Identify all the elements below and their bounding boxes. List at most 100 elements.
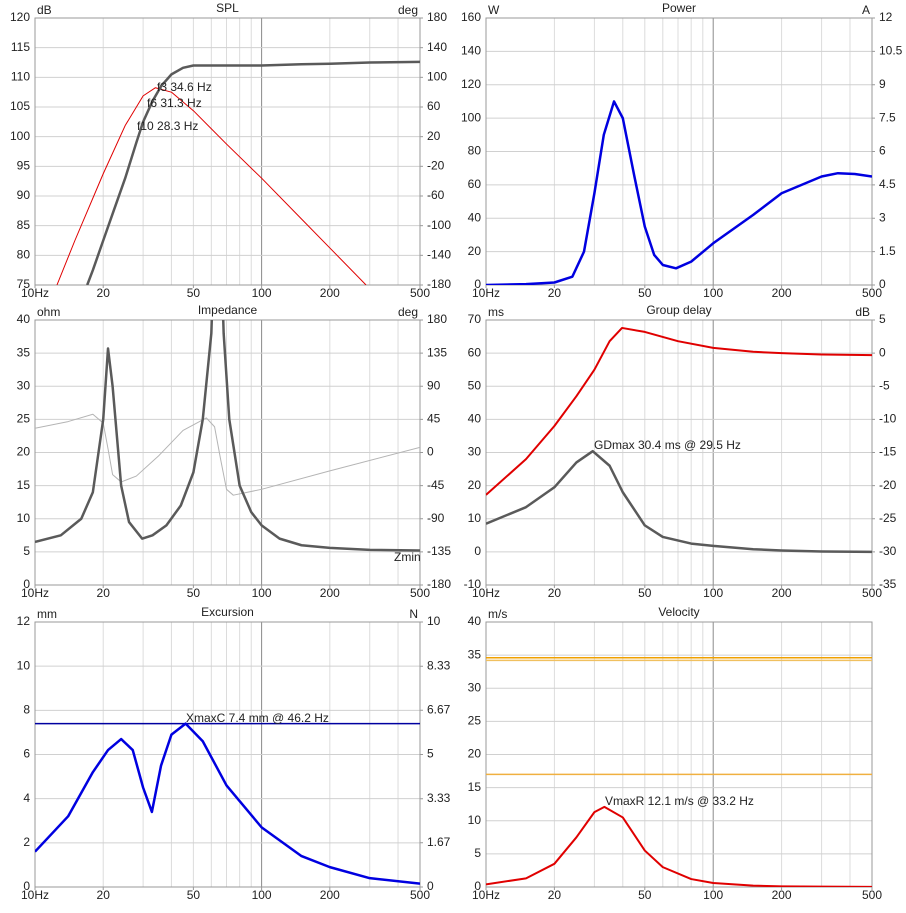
x-tick-label: 100 [703, 286, 723, 300]
y-tick-label: 30 [468, 680, 482, 694]
chart-title: Excursion [201, 605, 254, 619]
y-tick-label: 0 [474, 277, 481, 291]
x-tick-label: 500 [862, 586, 882, 600]
x-tick-label: 500 [410, 586, 430, 600]
y2-tick-label: 6 [879, 144, 886, 158]
chart-panel: 0 20 40 60 80 100 120 140 160 0 1.5 3 4.5 6 7.5 9 10.5 12… [461, 1, 903, 300]
y2-unit-label: deg [398, 3, 418, 17]
y2-unit-label: dB [855, 305, 870, 319]
curve [86, 60, 420, 285]
y2-tick-label: 90 [427, 378, 441, 392]
y-unit-label: ohm [37, 305, 60, 319]
x-tick-label: 200 [320, 286, 340, 300]
x-tick-label: 50 [638, 286, 652, 300]
x-tick-label: 20 [548, 586, 562, 600]
plot-content [486, 326, 872, 554]
chart-title: Group delay [646, 303, 711, 317]
y-tick-label: 80 [468, 144, 482, 158]
x-tick-label: 100 [252, 586, 272, 600]
x-tick-label: 200 [772, 286, 792, 300]
y-tick-label: 25 [468, 714, 482, 728]
y2-tick-label: -15 [879, 445, 897, 459]
y-tick-label: 110 [11, 70, 30, 84]
y-tick-label: 12 [17, 614, 31, 628]
y-tick-label: 5 [474, 846, 481, 860]
y-tick-label: 75 [17, 277, 31, 291]
y-tick-label: 80 [17, 248, 31, 262]
y2-tick-label: 100 [427, 70, 447, 84]
y-tick-label: 35 [468, 647, 482, 661]
plot-frame [485, 17, 873, 286]
y2-tick-label: -45 [427, 478, 445, 492]
x-tick-label: 200 [772, 586, 792, 600]
x-tick-label: 100 [703, 888, 723, 902]
y-unit-label: dB [37, 3, 52, 17]
y2-tick-label: -25 [879, 511, 897, 525]
y2-tick-label: -180 [427, 577, 451, 591]
y-tick-label: 0 [474, 544, 481, 558]
y-tick-label: 0 [23, 879, 30, 893]
y-tick-label: 95 [17, 159, 31, 173]
y-tick-label: -10 [464, 577, 482, 591]
y2-tick-label: 0 [427, 879, 434, 893]
x-tick-label: 10Hz [21, 586, 49, 600]
x-tick-label: 50 [187, 888, 201, 902]
x-tick-label: 200 [320, 888, 340, 902]
y2-tick-label: -10 [879, 412, 897, 426]
x-tick-label: 100 [252, 286, 272, 300]
annotation: GDmax 30.4 ms @ 29.5 Hz [594, 438, 741, 452]
x-tick-label: 500 [862, 286, 882, 300]
y-tick-label: 120 [461, 77, 481, 91]
x-tick-label: 500 [862, 888, 882, 902]
x-tick-label: 10Hz [472, 888, 500, 902]
chart-title: Impedance [198, 303, 258, 317]
x-tick-label: 100 [703, 586, 723, 600]
y2-tick-label: 6.67 [427, 702, 451, 716]
y-tick-label: 140 [461, 44, 481, 58]
curve [486, 449, 872, 554]
y-tick-label: 2 [23, 835, 30, 849]
y2-tick-label: 60 [427, 99, 441, 113]
y-tick-label: 15 [468, 780, 482, 794]
y-tick-label: 0 [474, 879, 481, 893]
y2-tick-label: -100 [427, 218, 451, 232]
x-tick-label: 20 [97, 586, 111, 600]
plot-frame [485, 319, 873, 586]
y2-tick-label: 4.5 [879, 177, 896, 191]
curve [486, 100, 872, 285]
y-tick-label: 40 [468, 412, 482, 426]
plot-content [35, 320, 420, 552]
y2-tick-label: 5 [879, 312, 886, 326]
annotation: XmaxC 7.4 mm @ 46.2 Hz [186, 711, 329, 725]
y-tick-label: 85 [17, 218, 31, 232]
plot-frame [485, 621, 873, 888]
x-tick-label: 20 [548, 888, 562, 902]
x-tick-label: 500 [410, 286, 430, 300]
y-tick-label: 5 [23, 544, 30, 558]
x-tick-label: 50 [187, 586, 201, 600]
y-tick-label: 30 [17, 378, 31, 392]
chart-title: Power [662, 1, 696, 15]
y2-tick-label: 10.5 [879, 44, 903, 58]
x-tick-label: 50 [638, 888, 652, 902]
x-tick-label: 10Hz [472, 586, 500, 600]
y2-tick-label: 9 [879, 77, 886, 91]
y2-tick-label: -60 [427, 188, 445, 202]
y2-unit-label: deg [398, 305, 418, 319]
y2-tick-label: -180 [427, 277, 451, 291]
y2-tick-label: 8.33 [427, 658, 451, 672]
y-tick-label: 10 [17, 511, 31, 525]
y-tick-label: 40 [468, 210, 482, 224]
plot-content [486, 100, 872, 285]
y-tick-label: 20 [17, 445, 31, 459]
y-tick-label: 4 [23, 791, 30, 805]
y-tick-label: 35 [17, 345, 31, 359]
chart-panel: 0 5 10 15 20 25 30 35 40 -180 -135 -90 -45 0 45 90 135 18… [17, 303, 452, 600]
y-tick-label: 100 [10, 129, 30, 143]
y2-tick-label: 3 [879, 210, 886, 224]
y-tick-label: 105 [10, 99, 30, 113]
curve [486, 326, 872, 496]
x-tick-label: 20 [97, 286, 111, 300]
curve [35, 320, 420, 552]
